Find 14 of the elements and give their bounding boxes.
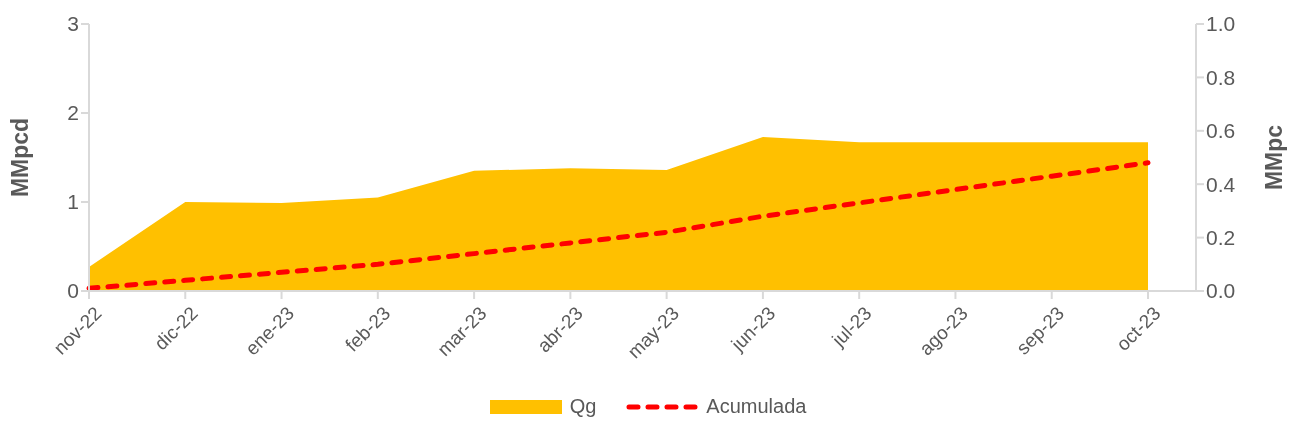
y-axis-title: MMpcd <box>7 117 34 198</box>
y-tick-label: 3 <box>67 12 79 36</box>
y2-axis-title: MMpc <box>1261 124 1288 191</box>
y-tick-label: 1 <box>67 190 79 214</box>
y2-tick-label: 1.0 <box>1206 12 1236 36</box>
y2-tick-label: 0.8 <box>1206 65 1236 89</box>
y2-tick-label: 0.2 <box>1206 226 1236 250</box>
y-tick-label: 0 <box>67 279 79 303</box>
legend-label: Qg <box>569 395 597 418</box>
legend-label: Acumulada <box>706 395 807 418</box>
y2-tick-label: 0.4 <box>1206 172 1236 196</box>
y-tick-label: 2 <box>67 101 79 125</box>
y2-tick-label: 0.0 <box>1206 279 1236 303</box>
y2-tick-label: 0.6 <box>1206 119 1236 143</box>
